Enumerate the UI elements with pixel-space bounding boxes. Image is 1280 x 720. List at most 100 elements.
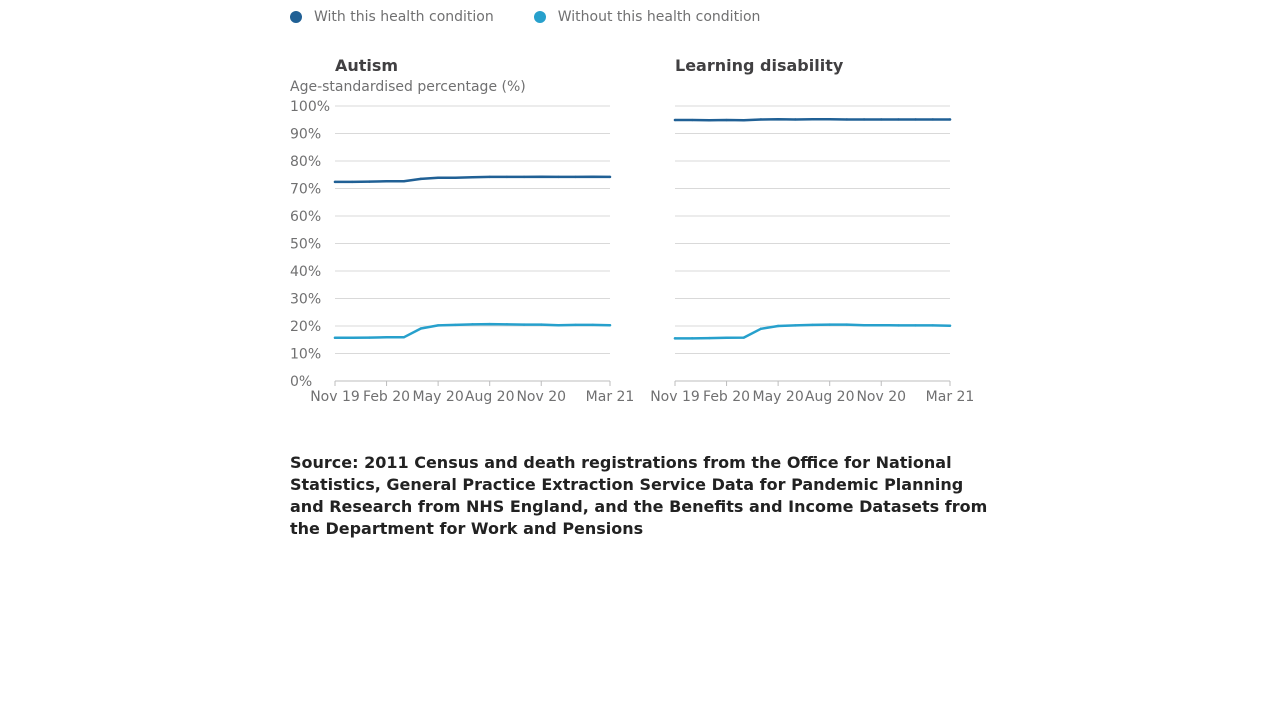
data-point bbox=[725, 118, 728, 122]
legend: With this health condition Without this … bbox=[290, 8, 800, 26]
data-point bbox=[488, 322, 491, 326]
data-point bbox=[402, 180, 405, 183]
y-tick-label: 60% bbox=[290, 209, 321, 225]
x-tick-label: Nov 19 bbox=[310, 389, 360, 405]
data-point bbox=[574, 175, 577, 179]
series-line-1-1 bbox=[673, 323, 952, 340]
y-tick-label: 30% bbox=[290, 292, 321, 308]
data-point bbox=[708, 336, 711, 340]
data-point bbox=[794, 324, 797, 327]
data-point bbox=[591, 175, 595, 178]
data-point bbox=[350, 336, 354, 340]
source-note: Source: 2011 Census and death registrati… bbox=[290, 453, 988, 538]
y-tick-label: 90% bbox=[290, 127, 321, 143]
y-tick-label: 70% bbox=[290, 182, 321, 198]
small-multiples-line-charts: Age-standardised percentage (%) Autism 0% 1… bbox=[290, 56, 975, 405]
x-tick-label: Nov 19 bbox=[650, 389, 700, 405]
data-point bbox=[436, 176, 440, 179]
chart-title-1: Learning disability bbox=[675, 56, 844, 75]
data-point bbox=[436, 324, 440, 327]
y-tick-label: 10% bbox=[290, 347, 321, 363]
data-point bbox=[454, 323, 457, 327]
data-point bbox=[690, 118, 694, 122]
data-point bbox=[333, 180, 337, 184]
data-point bbox=[742, 336, 745, 339]
data-point bbox=[505, 175, 509, 179]
data-point bbox=[350, 180, 354, 184]
data-point bbox=[880, 323, 883, 327]
y-tick-label: 50% bbox=[290, 237, 321, 253]
data-point bbox=[725, 336, 728, 340]
data-point bbox=[828, 118, 831, 121]
legend-label-without-condition: Without this health condition bbox=[557, 9, 761, 25]
legend-item-without-condition: Without this health condition bbox=[533, 9, 761, 25]
data-point bbox=[811, 118, 814, 121]
data-point bbox=[522, 323, 526, 326]
x-tick-label: Nov 20 bbox=[516, 389, 566, 405]
data-point bbox=[845, 323, 849, 326]
data-point bbox=[368, 336, 371, 339]
data-point bbox=[931, 118, 935, 121]
legend-item-with-condition: With this health condition bbox=[290, 9, 494, 25]
data-point bbox=[776, 324, 780, 328]
x-tick-label: May 20 bbox=[753, 389, 804, 405]
x-tick-label: Mar 21 bbox=[926, 389, 975, 405]
data-point bbox=[759, 118, 763, 121]
x-tick-label: Feb 20 bbox=[363, 389, 410, 405]
y-tick-label: 0% bbox=[290, 374, 312, 390]
data-point bbox=[608, 175, 612, 179]
x-tick-label: May 20 bbox=[413, 389, 464, 405]
data-point bbox=[811, 323, 814, 327]
data-point bbox=[914, 324, 917, 327]
data-point bbox=[862, 323, 866, 327]
data-point bbox=[505, 323, 509, 326]
data-point bbox=[673, 118, 677, 122]
data-point bbox=[540, 175, 543, 178]
data-point bbox=[914, 118, 917, 121]
data-point bbox=[880, 118, 883, 121]
data-point bbox=[897, 118, 900, 121]
data-point bbox=[488, 175, 491, 179]
data-point bbox=[591, 323, 595, 327]
data-point bbox=[759, 327, 763, 330]
data-point bbox=[931, 324, 935, 327]
data-point bbox=[368, 180, 371, 183]
x-tick-label: Aug 20 bbox=[465, 389, 515, 405]
x-tick-label: Feb 20 bbox=[703, 389, 750, 405]
data-point bbox=[828, 323, 831, 326]
data-point bbox=[522, 175, 526, 179]
data-point bbox=[454, 176, 457, 179]
data-point bbox=[385, 336, 388, 339]
data-point bbox=[794, 118, 797, 121]
x-tick-label: Mar 21 bbox=[586, 389, 635, 405]
data-point bbox=[471, 176, 474, 179]
legend-dot-with-condition bbox=[290, 11, 302, 23]
data-point bbox=[845, 118, 849, 121]
y-tick-label: 100% bbox=[290, 99, 330, 115]
data-point bbox=[419, 177, 423, 181]
data-point bbox=[402, 336, 405, 339]
data-point bbox=[673, 337, 677, 340]
data-point bbox=[333, 336, 337, 340]
data-point bbox=[897, 324, 900, 327]
y-tick-label: 20% bbox=[290, 319, 321, 335]
data-point bbox=[557, 175, 560, 179]
y-tick-label: 80% bbox=[290, 154, 321, 170]
data-point bbox=[419, 327, 423, 330]
data-point bbox=[948, 118, 952, 121]
legend-dot-without-condition bbox=[533, 11, 546, 23]
data-point bbox=[574, 323, 577, 327]
y-axis-label: Age-standardised percentage (%) bbox=[290, 79, 526, 95]
data-point bbox=[708, 119, 711, 122]
x-tick-label: Nov 20 bbox=[856, 389, 906, 405]
chart-title-0: Autism bbox=[335, 56, 398, 75]
data-point bbox=[608, 323, 612, 327]
data-point bbox=[742, 119, 745, 122]
x-tick-label: Aug 20 bbox=[805, 389, 855, 405]
legend-label-with-condition: With this health condition bbox=[314, 9, 494, 25]
data-point bbox=[540, 323, 543, 326]
data-point bbox=[385, 180, 388, 183]
y-tick-label: 40% bbox=[290, 264, 321, 280]
data-point bbox=[776, 118, 780, 121]
data-point bbox=[471, 323, 474, 326]
